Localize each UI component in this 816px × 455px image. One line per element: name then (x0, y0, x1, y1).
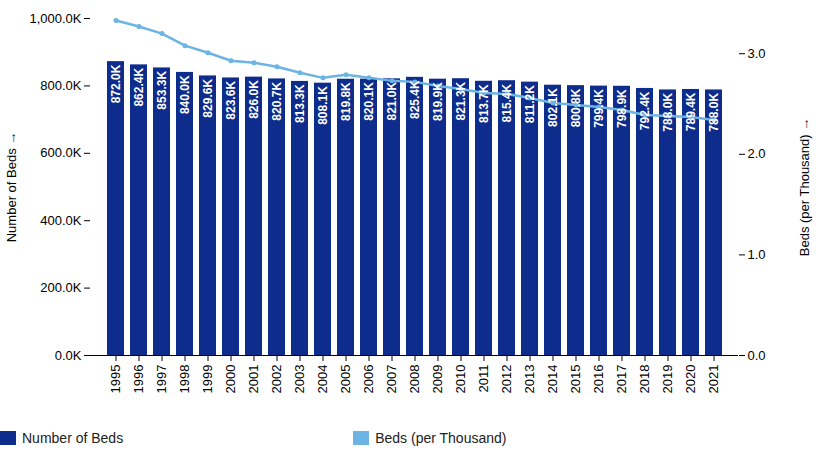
svg-text:840.0K: 840.0K (178, 75, 192, 114)
svg-text:813.3K: 813.3K (293, 84, 307, 123)
svg-text:200.0K: 200.0K (40, 280, 82, 295)
svg-text:2005: 2005 (338, 365, 353, 394)
svg-text:0.0: 0.0 (748, 348, 766, 363)
svg-text:2015: 2015 (568, 365, 583, 394)
svg-text:819.8K: 819.8K (339, 82, 353, 121)
svg-text:1.0: 1.0 (748, 247, 766, 262)
svg-text:2001: 2001 (246, 365, 261, 394)
svg-text:815.4K: 815.4K (500, 83, 514, 122)
svg-text:1999: 1999 (200, 365, 215, 394)
svg-text:2021: 2021 (706, 365, 721, 394)
svg-text:788.0K: 788.0K (707, 93, 721, 132)
svg-text:2017: 2017 (614, 365, 629, 394)
svg-text:2019: 2019 (660, 365, 675, 394)
svg-text:798.9K: 798.9K (615, 89, 629, 128)
svg-text:2008: 2008 (407, 365, 422, 394)
svg-text:811.2K: 811.2K (523, 85, 537, 123)
svg-text:872.0K: 872.0K (109, 64, 123, 103)
svg-text:2011: 2011 (476, 365, 491, 393)
svg-text:2012: 2012 (499, 365, 514, 394)
svg-text:853.3K: 853.3K (155, 71, 169, 110)
svg-text:400.0K: 400.0K (40, 213, 82, 228)
svg-text:789.4K: 789.4K (684, 92, 698, 131)
svg-text:2020: 2020 (683, 365, 698, 394)
svg-text:2014: 2014 (545, 365, 560, 394)
svg-text:2007: 2007 (384, 365, 399, 394)
svg-text:Number of Beds →: Number of Beds → (4, 132, 19, 243)
svg-text:2006: 2006 (361, 365, 376, 394)
svg-text:813.7K: 813.7K (477, 84, 491, 123)
svg-text:2009: 2009 (430, 365, 445, 394)
svg-text:800.0K: 800.0K (40, 78, 82, 93)
svg-text:799.4K: 799.4K (592, 89, 606, 128)
svg-text:862.4K: 862.4K (132, 68, 146, 107)
svg-text:2010: 2010 (453, 365, 468, 394)
svg-text:2013: 2013 (522, 365, 537, 394)
svg-text:788.0K: 788.0K (661, 93, 675, 132)
svg-text:820.1K: 820.1K (362, 82, 376, 121)
svg-text:Beds (per Thousand) →: Beds (per Thousand) → (797, 118, 812, 257)
svg-text:2002: 2002 (269, 365, 284, 394)
svg-text:819.9K: 819.9K (431, 82, 445, 121)
svg-text:1995: 1995 (108, 365, 123, 394)
svg-text:2000: 2000 (223, 365, 238, 394)
svg-text:2004: 2004 (315, 365, 330, 394)
svg-text:2018: 2018 (637, 365, 652, 394)
html-text:Beds (per Thousand): Beds (per Thousand) (375, 429, 507, 446)
svg-text:821.3K: 821.3K (454, 81, 468, 120)
svg-text:2016: 2016 (591, 365, 606, 394)
svg-text:808.1K: 808.1K (316, 86, 330, 125)
svg-text:823.6K: 823.6K (224, 81, 238, 120)
svg-text:825.4K: 825.4K (408, 80, 422, 119)
svg-text:3.0: 3.0 (748, 46, 766, 61)
svg-text:829.6K: 829.6K (201, 79, 215, 118)
svg-text:820.7K: 820.7K (270, 82, 284, 121)
svg-text:2003: 2003 (292, 365, 307, 394)
svg-text:800.8K: 800.8K (569, 88, 583, 127)
html-text:Number of Beds: Number of Beds (22, 429, 124, 446)
svg-text:1996: 1996 (131, 365, 146, 394)
svg-text:1997: 1997 (154, 365, 169, 394)
svg-text:2.0: 2.0 (748, 146, 766, 161)
svg-text:792.4K: 792.4K (638, 91, 652, 130)
svg-text:821.0K: 821.0K (385, 81, 399, 120)
svg-text:1998: 1998 (177, 365, 192, 394)
svg-text:600.0K: 600.0K (40, 145, 82, 160)
svg-text:826.0K: 826.0K (247, 80, 261, 119)
svg-text:0.0K: 0.0K (55, 348, 82, 363)
svg-text:1,000.0K: 1,000.0K (29, 11, 81, 26)
svg-text:802.1K: 802.1K (546, 88, 560, 127)
